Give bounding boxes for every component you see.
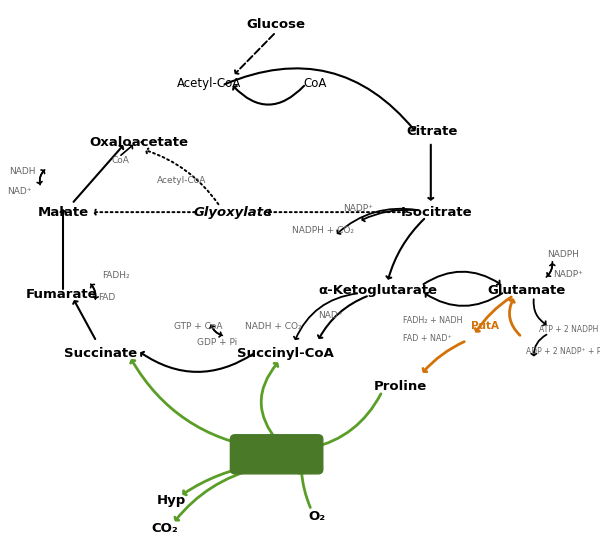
Text: Acetyl-CoA: Acetyl-CoA (176, 77, 241, 90)
Text: PutA: PutA (471, 321, 499, 331)
Text: Fumarate: Fumarate (25, 288, 97, 301)
Text: Succinate: Succinate (64, 347, 137, 360)
Text: Glucose: Glucose (247, 18, 305, 31)
Text: NADPH: NADPH (547, 250, 579, 259)
Text: ATP + 2 NADPH: ATP + 2 NADPH (539, 325, 598, 334)
Text: NADH + CO₂: NADH + CO₂ (245, 322, 301, 331)
Text: NADH: NADH (10, 168, 36, 176)
Text: GDP + Pi: GDP + Pi (197, 338, 238, 347)
Text: ADP + 2 NADP⁺ + Pi: ADP + 2 NADP⁺ + Pi (526, 347, 600, 356)
Text: FAD: FAD (98, 293, 115, 302)
Text: Hyp: Hyp (157, 494, 185, 507)
Text: Proline: Proline (374, 380, 427, 393)
Text: Succinyl-CoA: Succinyl-CoA (236, 347, 334, 360)
Text: Glutamate: Glutamate (488, 284, 566, 298)
Text: FAD + NAD⁺: FAD + NAD⁺ (403, 334, 452, 343)
Text: NADPH + CO₂: NADPH + CO₂ (292, 226, 354, 235)
Text: Malate: Malate (37, 206, 89, 219)
Text: O₂: O₂ (308, 510, 325, 523)
Text: CO₂: CO₂ (152, 522, 178, 536)
Text: Oxaloacetate: Oxaloacetate (90, 136, 189, 149)
Text: Citrate: Citrate (406, 125, 458, 138)
Text: Acetyl-CoA: Acetyl-CoA (157, 176, 206, 185)
Text: CoA: CoA (304, 77, 326, 90)
Text: P4H: P4H (260, 446, 293, 462)
Text: NAD⁺: NAD⁺ (318, 311, 342, 320)
Text: NADP⁺: NADP⁺ (553, 270, 583, 279)
Text: FADH₂: FADH₂ (102, 271, 130, 280)
Text: α-Ketoglutarate: α-Ketoglutarate (319, 284, 437, 298)
Text: Glyoxylate: Glyoxylate (193, 206, 272, 219)
Text: CoA: CoA (111, 156, 129, 165)
Text: Isocitrate: Isocitrate (401, 206, 473, 219)
Text: GTP + CoA: GTP + CoA (174, 322, 222, 331)
Text: NADP⁺: NADP⁺ (343, 204, 373, 213)
Text: NAD⁺: NAD⁺ (7, 187, 31, 196)
FancyBboxPatch shape (230, 435, 323, 474)
Text: FADH₂ + NADH: FADH₂ + NADH (403, 316, 463, 325)
